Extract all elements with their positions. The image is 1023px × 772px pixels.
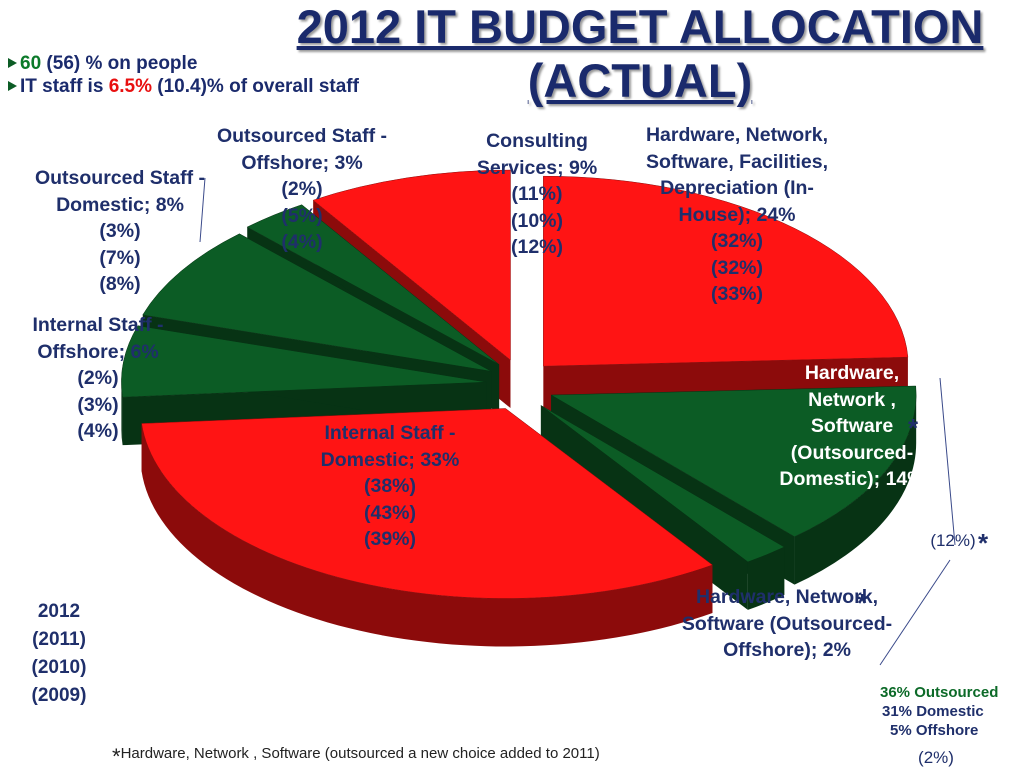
leader-line xyxy=(939,377,956,546)
history-label: (4%) xyxy=(281,231,323,253)
slice-top xyxy=(246,204,500,365)
history-label: (3%) xyxy=(77,393,119,416)
slice-top xyxy=(312,169,511,361)
footnote-marker: * xyxy=(908,413,919,443)
slice-label: Outsourced Staff - Offshore; 3% xyxy=(216,125,388,174)
chart-title: 2012 IT BUDGET ALLOCATION (ACTUAL) xyxy=(296,0,984,107)
footnote: *Hardware, Network , Software (outsource… xyxy=(112,744,600,770)
footnote-marker: * xyxy=(857,588,868,618)
slice-wall xyxy=(747,547,785,610)
history-label: (39%) xyxy=(363,528,417,550)
notes: 60 (56) % on people IT staff is 6.5% (10… xyxy=(6,52,359,98)
slice-top xyxy=(550,385,917,537)
slice-label: Hardware, Network, Software, Facilities,… xyxy=(645,124,829,226)
history-label: (10%) xyxy=(510,209,564,232)
note: 60 (56) % on people xyxy=(6,52,359,75)
history-label: (7%) xyxy=(99,246,141,269)
slice-wall xyxy=(121,382,123,446)
slice-label-block: Consulting Services; 9% (11%) (10%) (12%) xyxy=(455,128,620,261)
history-label: (32%) xyxy=(710,256,764,279)
history-label: (5%) xyxy=(281,204,323,227)
footnote-marker: * xyxy=(978,528,989,558)
history-label: (2%) xyxy=(918,748,954,767)
note-text: (10.4)% of overall staff xyxy=(152,76,359,97)
history-label: (12%) xyxy=(930,531,976,550)
slice-label-block: Hardware, Network , Software (Outsourced… xyxy=(767,360,937,493)
slice xyxy=(121,325,487,446)
note-highlight: 6.5% xyxy=(108,76,152,97)
slice-top xyxy=(540,405,785,563)
summary: 36% Outsourced 31% Domestic 5% Offshore xyxy=(880,683,998,740)
summary-line: 5% Offshore xyxy=(890,722,979,739)
history-label: (4%) xyxy=(77,420,119,442)
slice-top xyxy=(142,233,492,372)
legend-entry: 2012 xyxy=(37,601,81,622)
slice xyxy=(141,408,713,647)
slice-label-block: Outsourced Staff - Domestic; 8% (3%) (7%) (… xyxy=(13,165,228,298)
note-highlight: 60 xyxy=(20,53,42,74)
legend-entry: (2009) xyxy=(31,685,87,706)
history-label: (2%) xyxy=(77,367,119,389)
leader-line xyxy=(879,559,951,666)
slice-label: Consulting Services; 9% xyxy=(476,130,598,179)
note-text: (56) % on people xyxy=(41,53,198,74)
note-text: IT staff is xyxy=(20,76,109,97)
history-label: (8%) xyxy=(99,273,141,295)
slice-top xyxy=(121,325,487,398)
footnote-text: Hardware, Network , Software (outsourced… xyxy=(120,745,600,762)
slice-top xyxy=(141,408,713,599)
legend-entry: (2011) xyxy=(32,629,86,650)
slice-wall xyxy=(794,395,917,585)
history-label: (38%) xyxy=(363,475,417,497)
slice-label-block: Hardware, Network, Software, Facilities,… xyxy=(635,122,840,308)
slice-label: Hardware, Network , Software (Outsourced… xyxy=(779,362,925,490)
slice-top xyxy=(543,175,909,367)
history-label: (33%) xyxy=(710,283,764,305)
summary-line: 36% Outsourced xyxy=(880,684,999,701)
history-label: (43%) xyxy=(363,501,417,524)
history-label: (2%) xyxy=(281,178,323,200)
history-label: (3%) xyxy=(99,220,141,242)
slice-label-block: Internal Staff - Offshore; 6% (2%) (3%) (4%… xyxy=(11,312,186,445)
slice-label: Hardware, Network, Software (Outsourced-… xyxy=(681,586,893,661)
slice-label-block: Outsourced Staff - Offshore; 3% (2%) (5%) (… xyxy=(195,123,410,256)
slice-label: Outsourced Staff - Domestic; 8% xyxy=(34,167,206,216)
legend-entry: (2010) xyxy=(31,657,87,678)
slice-label-block: Internal Staff - Domestic; 33% (38%) (43%)… xyxy=(285,420,495,553)
history-label: (12%) xyxy=(510,236,564,258)
summary-line: 31% Domestic xyxy=(882,703,984,720)
history-label: (32%) xyxy=(710,230,764,252)
history-label: (11%) xyxy=(511,183,563,205)
slice-label-block: Hardware, Network, Software (Outsourced-… xyxy=(680,584,895,664)
slice-wall xyxy=(141,423,713,647)
slice-label: Internal Staff - Domestic; 33% xyxy=(320,422,460,471)
note: IT staff is 6.5% (10.4)% of overall staf… xyxy=(6,75,359,98)
slice-label: Internal Staff - Offshore; 6% xyxy=(32,314,164,363)
legend: 2012 (2011) (2010) (2009) xyxy=(20,598,98,710)
leader-line xyxy=(199,177,206,243)
footnote-marker: * xyxy=(112,744,121,769)
